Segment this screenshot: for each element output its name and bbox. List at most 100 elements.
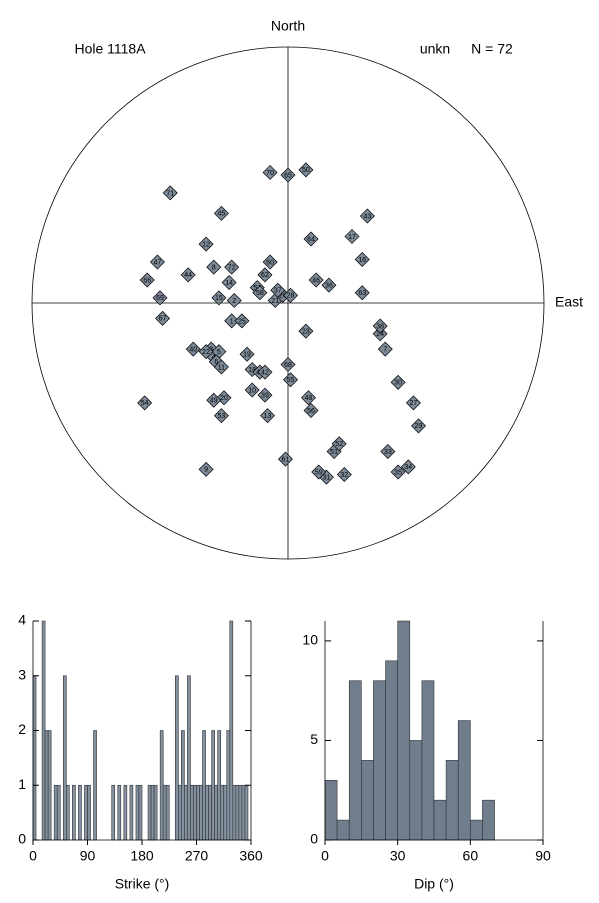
bar	[147, 784, 152, 841]
pole-label: 49	[210, 398, 218, 405]
pole-label: 67	[159, 316, 167, 323]
pole-label: 2	[232, 298, 236, 305]
bar	[178, 784, 182, 841]
pole-marker	[354, 285, 370, 301]
pole-marker	[239, 346, 255, 362]
pole-marker	[321, 277, 337, 293]
bar	[62, 675, 67, 841]
pole-label: 68	[284, 362, 292, 369]
bar	[244, 784, 249, 841]
pole-marker	[390, 464, 406, 480]
pole-label: 31	[323, 474, 331, 481]
pole-label: 10	[248, 387, 256, 394]
unkn-label: unkn	[420, 41, 450, 57]
pole-marker	[152, 290, 168, 306]
x-axis-label: Strike (°)	[115, 876, 170, 892]
pole-label: 26	[279, 293, 287, 300]
pole-label: 50	[302, 167, 310, 174]
pole-label: 42	[261, 369, 269, 376]
pole-marker	[213, 408, 229, 424]
pole-label: 43	[363, 213, 371, 220]
pole-marker	[162, 185, 178, 201]
bar	[47, 730, 52, 841]
x-tick-label: 0	[321, 848, 329, 864]
pole-marker	[354, 251, 370, 267]
bar	[159, 730, 164, 841]
bar	[162, 784, 167, 841]
bar	[324, 779, 338, 841]
x-tick-label: 30	[390, 848, 406, 864]
pole-label: 21	[271, 298, 279, 305]
bar	[361, 760, 374, 841]
pole-label: 70	[266, 170, 274, 177]
pole-marker	[298, 323, 314, 339]
north-label: North	[271, 18, 305, 34]
pole-label: 17	[348, 234, 356, 241]
pole-marker	[149, 254, 165, 270]
pole-marker	[280, 356, 296, 372]
bar	[199, 784, 203, 841]
pole-marker	[331, 436, 347, 452]
bar	[214, 784, 218, 841]
x-tick-label: 90	[80, 848, 96, 864]
pole-label: 13	[264, 413, 272, 420]
pole-marker	[303, 403, 319, 419]
pole-marker	[280, 167, 296, 183]
pole-label: 62	[261, 272, 269, 279]
bar	[153, 784, 158, 841]
bar	[84, 784, 88, 841]
bar	[348, 680, 362, 841]
pole-marker	[411, 418, 427, 434]
pole-marker	[390, 374, 406, 390]
pole-marker	[198, 344, 214, 360]
bar	[184, 784, 188, 841]
pole-label: 53	[218, 413, 226, 420]
pole-marker	[234, 313, 250, 329]
pole-marker	[211, 290, 227, 306]
y-tick-label: 5	[310, 731, 318, 747]
pole-marker	[213, 205, 229, 221]
pole-label: 24	[376, 331, 384, 338]
pole-marker	[198, 236, 214, 252]
bar	[150, 784, 155, 841]
bar	[336, 819, 350, 841]
pole-marker	[400, 459, 416, 475]
pole-label: 60	[266, 259, 274, 266]
pole-label: 39	[261, 393, 269, 400]
y-tick-label: 4	[18, 612, 26, 628]
bar	[241, 784, 246, 841]
pole-label: 23	[302, 329, 310, 336]
bar	[223, 784, 228, 841]
pole-label: 20	[220, 395, 228, 402]
bar	[208, 784, 212, 841]
pole-label: 32	[340, 472, 348, 479]
bar	[165, 784, 170, 841]
pole-marker	[359, 208, 375, 224]
pole-marker	[257, 387, 273, 403]
pole-marker	[224, 259, 240, 275]
y-tick-label: 0	[18, 831, 26, 847]
bar	[470, 819, 483, 841]
pole-marker	[260, 408, 276, 424]
bar	[373, 680, 386, 841]
x-tick-label: 60	[463, 848, 479, 864]
pole-marker	[372, 326, 388, 342]
pole-marker	[270, 282, 286, 298]
pole-marker	[206, 392, 222, 408]
bar	[232, 784, 237, 841]
bar	[217, 730, 222, 841]
pole-label: 8	[212, 265, 216, 272]
pole-label: 16	[358, 257, 366, 264]
bar	[87, 784, 91, 841]
bar	[226, 730, 231, 841]
pole-label: 56	[307, 408, 315, 415]
pole-label: 51	[330, 449, 338, 456]
pole-label: 9	[204, 467, 208, 474]
hole-label: Hole 1118A	[74, 41, 146, 57]
pole-label: 36	[325, 282, 333, 289]
pole-marker	[298, 162, 314, 178]
x-tick-label: 90	[535, 848, 551, 864]
pole-label: 52	[335, 441, 343, 448]
bar	[78, 784, 82, 841]
